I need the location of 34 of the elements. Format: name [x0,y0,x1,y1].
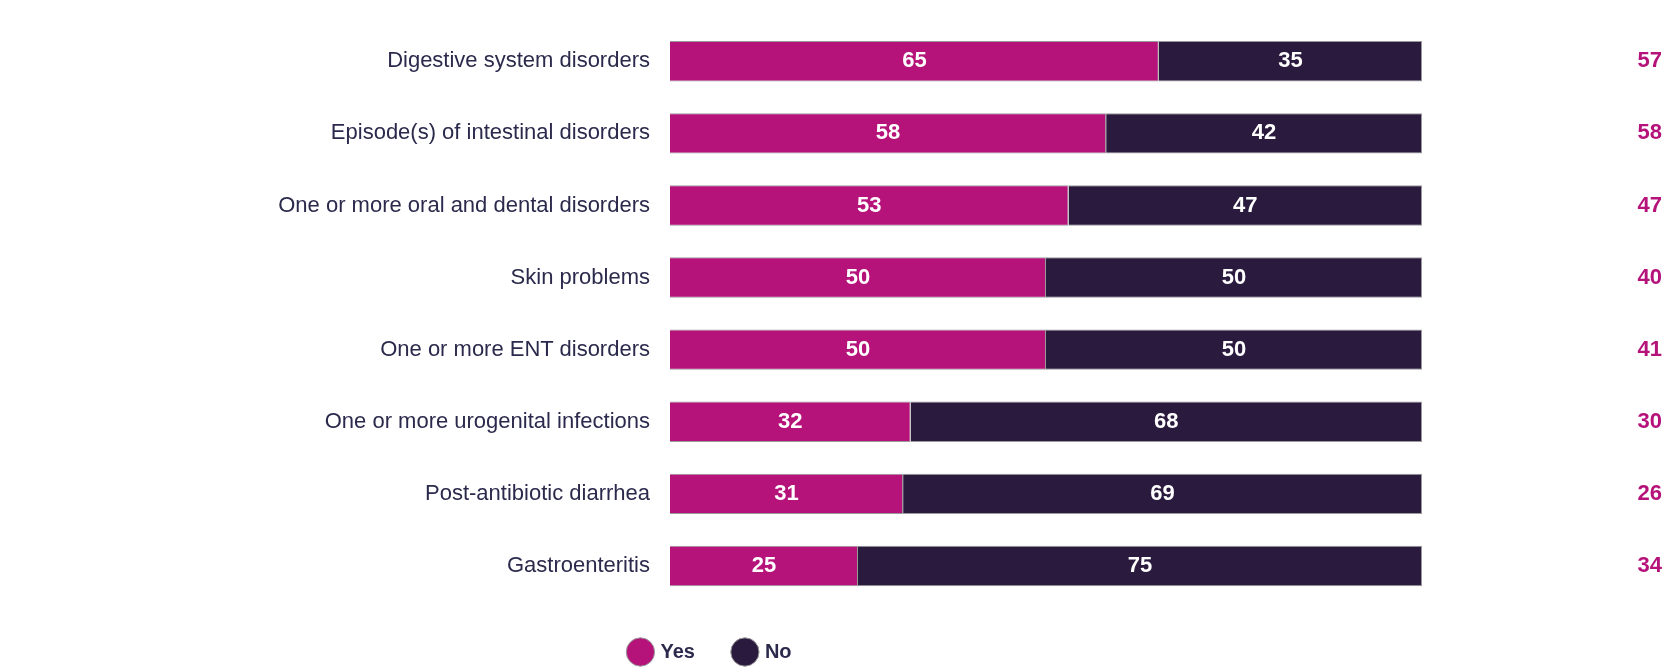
data-label: 31 [774,479,799,505]
y-tick-label: Skin problems [510,263,650,289]
text: 41 [1637,335,1662,361]
y-tick-label: One or more ENT disorders [380,335,650,361]
y-tick-label: Post-antibiotic diarrhea [424,479,651,505]
data-label: 68 [1154,407,1179,433]
text: 30 [1637,407,1662,433]
data-label: 50 [845,335,871,361]
y-tick-label: Episode(s) of intestinal disorders [330,119,650,145]
data-label: 58 [875,119,901,145]
text: 57 [1637,47,1662,73]
data-label: 50 [845,263,871,289]
data-label: 42 [1251,119,1277,145]
data-label: 32 [778,407,803,433]
text: 58 [1637,119,1662,145]
data-label: 75 [1127,552,1153,578]
data-label: 35 [1278,47,1303,73]
data-label: 25 [751,552,777,578]
text: 47 [1637,191,1662,217]
data-label: 53 [857,191,882,217]
data-label: 50 [1221,335,1247,361]
legend-label: No [764,639,792,662]
y-tick-label: One or more urogenital infections [324,407,650,433]
data-label: 47 [1233,191,1258,217]
data-label: 65 [902,47,927,73]
legend-label: Yes [660,639,695,662]
y-tick-label: Digestive system disorders [387,47,650,73]
text: 40 [1637,263,1662,289]
data-label: 50 [1221,263,1247,289]
y-tick-label: Gastroenteritis [506,552,650,578]
data-label: 69 [1150,479,1175,505]
text: 34 [1637,552,1663,578]
text: 26 [1637,479,1662,505]
y-tick-label: One or more oral and dental disorders [278,191,650,217]
